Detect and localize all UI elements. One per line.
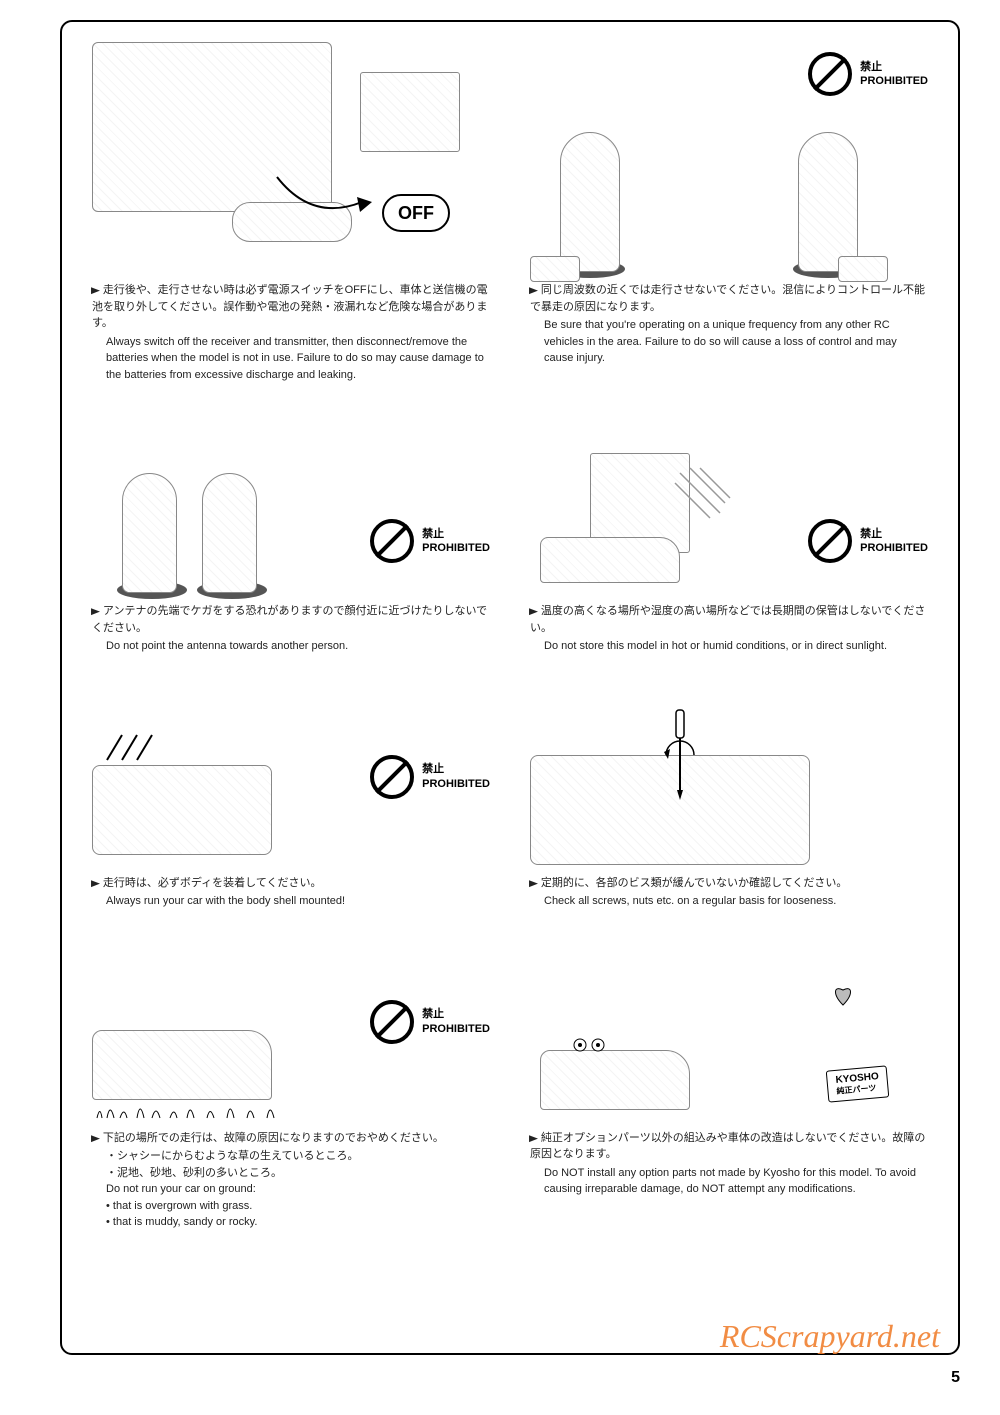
illustration-rough-terrain: 禁止 PROHIBITED <box>92 970 490 1130</box>
person-sketch <box>560 132 620 272</box>
prohibited-icon <box>808 52 852 96</box>
caption-text: 温度の高くなる場所や湿度の高い場所などでは長期間の保管はしないでください。 Do… <box>530 603 928 655</box>
person-right <box>202 473 257 593</box>
grass-icon <box>92 1090 292 1120</box>
illustration-off-switch: OFF <box>92 42 490 282</box>
caption-text: アンテナの先端でケガをする恐れがありますので顔付近に近づけたりしないでください。… <box>92 603 490 655</box>
prohibited-jp: 禁止 <box>860 528 882 540</box>
prohibited-text: 禁止 PROHIBITED <box>422 762 490 791</box>
caption-en: Be sure that you're operating on a uniqu… <box>530 317 928 367</box>
prohibited-badge: 禁止 PROHIBITED <box>808 519 928 563</box>
prohibited-en: PROHIBITED <box>422 542 490 554</box>
car-sketch <box>530 256 580 282</box>
callout-arrow-icon <box>272 172 372 232</box>
illustration-chassis-nobody: 禁止 PROHIBITED <box>92 715 490 875</box>
caption-jp: 走行後や、走行させない時は必ず電源スイッチをOFFにし、車体と送信機の電池を取り… <box>92 282 490 332</box>
caption-text: 走行後や、走行させない時は必ず電源スイッチをOFFにし、車体と送信機の電池を取り… <box>92 282 490 383</box>
buggy-chassis-sketch <box>92 765 272 855</box>
switch-panel-sketch <box>360 72 460 152</box>
prohibited-badge: 禁止 PROHIBITED <box>370 519 490 563</box>
sun-rays-icon <box>670 463 750 543</box>
prohibited-text: 禁止 PROHIBITED <box>860 527 928 556</box>
car-sketch <box>838 256 888 282</box>
warning-item-bodyshell: 禁止 PROHIBITED 走行時は、必ずボディを装着してください。 Alway… <box>92 715 490 910</box>
car-mascot-sketch <box>540 1050 690 1110</box>
caption-en: Do not point the antenna towards another… <box>92 638 490 655</box>
caption-jp: 下記の場所での走行は、故障の原因になりますのでおやめください。 <box>92 1130 490 1147</box>
prohibited-text: 禁止 PROHIBITED <box>860 60 928 89</box>
caption-jp: 定期的に、各部のビス類が緩んでいないか確認してください。 <box>530 875 928 892</box>
warning-item-screws: 定期的に、各部のビス類が緩んでいないか確認してください。 Check all s… <box>530 715 928 910</box>
illustration-screwdriver <box>530 715 928 875</box>
caption-jp: 温度の高くなる場所や湿度の高い場所などでは長期間の保管はしないでください。 <box>530 603 928 636</box>
caption-text: 定期的に、各部のビス類が緩んでいないか確認してください。 Check all s… <box>530 875 928 910</box>
person-sketch <box>122 473 177 593</box>
kyosho-parts-label: 純正パーツ <box>836 1083 876 1095</box>
illustration-sunlight: 禁止 PROHIBITED <box>530 443 928 603</box>
caption-en: Always switch off the receiver and trans… <box>92 334 490 384</box>
car-body-sketch <box>540 537 680 583</box>
caption-text: 同じ周波数の近くでは走行させないでください。混信によりコントロール不能で暴走の原… <box>530 282 928 367</box>
prohibited-icon <box>370 755 414 799</box>
person-sketch <box>798 132 858 272</box>
parts-box: KYOSHO 純正パーツ <box>827 1068 888 1100</box>
illustration-antenna: 禁止 PROHIBITED <box>92 443 490 603</box>
warning-item-antenna: 禁止 PROHIBITED アンテナの先端でケガをする恐れがありますので顔付近に… <box>92 443 490 655</box>
illustration-kyosho-mascot: KYOSHO 純正パーツ <box>530 970 928 1130</box>
prohibited-en: PROHIBITED <box>860 75 928 87</box>
heart-icon <box>828 980 858 1010</box>
warning-item-terrain: 禁止 PROHIBITED 下記の場所での走行は、故障の原因になりますのでおやめ… <box>92 970 490 1231</box>
caption-jp: 同じ周波数の近くでは走行させないでください。混信によりコントロール不能で暴走の原… <box>530 282 928 315</box>
warning-item-storage: 禁止 PROHIBITED 温度の高くなる場所や湿度の高い場所などでは長期間の保… <box>530 443 928 655</box>
illustration-two-operators: 禁止 PROHIBITED <box>530 42 928 282</box>
screwdriver-icon <box>660 705 700 805</box>
caption-en: Do not store this model in hot or humid … <box>530 638 928 655</box>
prohibited-badge: 禁止 PROHIBITED <box>370 755 490 799</box>
face-eyes-icon <box>570 1030 610 1060</box>
prohibited-jp: 禁止 <box>422 1008 444 1020</box>
prohibited-icon <box>370 519 414 563</box>
person-sketch <box>202 473 257 593</box>
caption-en: Do NOT install any option parts not made… <box>530 1165 928 1198</box>
person-right <box>798 132 858 272</box>
person-left <box>122 473 177 593</box>
caption-en: Do not run your car on ground: <box>92 1181 490 1198</box>
person-left <box>560 132 620 272</box>
prohibited-jp: 禁止 <box>860 61 882 73</box>
prohibited-jp: 禁止 <box>422 763 444 775</box>
caption-jp-sub: ・シャシーにからむような草の生えているところ。 <box>92 1148 490 1165</box>
page-frame: OFF 走行後や、走行させない時は必ず電源スイッチをOFFにし、車体と送信機の電… <box>60 20 960 1355</box>
prohibited-text: 禁止 PROHIBITED <box>422 527 490 556</box>
warning-item-interference: 禁止 PROHIBITED 同じ周波数の近くでは走行させないでください。混信によ… <box>530 42 928 383</box>
caption-en-sub: • that is muddy, sandy or rocky. <box>92 1214 490 1231</box>
caption-jp: 純正オプションパーツ以外の組込みや車体の改造はしないでください。故障の原因となり… <box>530 1130 928 1163</box>
warning-item-kyosho-parts: KYOSHO 純正パーツ 純正オプションパーツ以外の組込みや車体の改造はしないで… <box>530 970 928 1231</box>
caption-text: 純正オプションパーツ以外の組込みや車体の改造はしないでください。故障の原因となり… <box>530 1130 928 1198</box>
prohibited-icon <box>370 1000 414 1044</box>
prohibited-en: PROHIBITED <box>422 1023 490 1035</box>
prohibited-badge: 禁止 PROHIBITED <box>808 52 928 96</box>
prohibited-jp: 禁止 <box>422 528 444 540</box>
prohibited-en: PROHIBITED <box>422 778 490 790</box>
prohibited-text: 禁止 PROHIBITED <box>422 1007 490 1036</box>
caption-en: Always run your car with the body shell … <box>92 893 490 910</box>
off-label-badge: OFF <box>382 194 450 232</box>
caption-jp: 走行時は、必ずボディを装着してください。 <box>92 875 490 892</box>
prohibited-en: PROHIBITED <box>860 542 928 554</box>
caption-jp-sub: ・泥地、砂地、砂利の多いところ。 <box>92 1165 490 1182</box>
content-grid: OFF 走行後や、走行させない時は必ず電源スイッチをOFFにし、車体と送信機の電… <box>92 42 928 1231</box>
caption-en-sub: • that is overgrown with grass. <box>92 1198 490 1215</box>
page-number: 5 <box>951 1369 960 1387</box>
prohibited-icon <box>808 519 852 563</box>
caption-text: 下記の場所での走行は、故障の原因になりますのでおやめください。 ・シャシーにから… <box>92 1130 490 1231</box>
prohibited-badge: 禁止 PROHIBITED <box>370 1000 490 1044</box>
warning-item-off-switch: OFF 走行後や、走行させない時は必ず電源スイッチをOFFにし、車体と送信機の電… <box>92 42 490 383</box>
kyosho-box-sketch: KYOSHO 純正パーツ <box>825 1065 889 1102</box>
caption-en: Check all screws, nuts etc. on a regular… <box>530 893 928 910</box>
caption-jp: アンテナの先端でケガをする恐れがありますので顔付近に近づけたりしないでください。 <box>92 603 490 636</box>
motion-lines-icon <box>102 725 162 765</box>
caption-text: 走行時は、必ずボディを装着してください。 Always run your car… <box>92 875 490 910</box>
